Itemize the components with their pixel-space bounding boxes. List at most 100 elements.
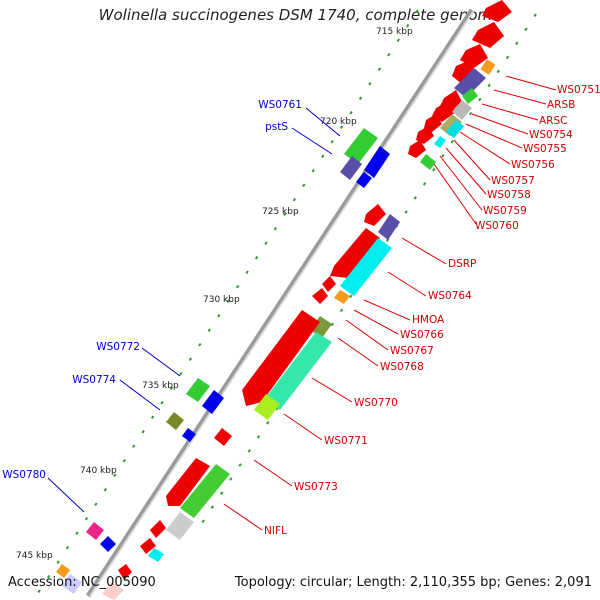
gene-box-purple xyxy=(340,156,362,180)
tick-mark xyxy=(387,52,391,57)
gene-arrow xyxy=(140,538,156,554)
gene-box-green xyxy=(462,88,478,104)
gene-box-green xyxy=(344,128,378,164)
tick-mark xyxy=(150,415,155,419)
tick-mark xyxy=(132,444,136,448)
ruler-ticks xyxy=(37,9,419,593)
tick-mark xyxy=(238,463,242,467)
gene-box-magenta xyxy=(86,522,104,540)
gene-arrow xyxy=(472,22,504,48)
tick-mark xyxy=(122,458,126,463)
gene-label: WS0780 xyxy=(2,469,46,481)
tick-mark xyxy=(65,545,70,550)
genome-title: Wolinella succinogenes DSM 1740, complet… xyxy=(98,6,502,24)
gene-label: WS0760 xyxy=(475,220,519,232)
gene-arrow xyxy=(214,428,232,446)
tick-mark xyxy=(226,299,230,303)
tick-mark xyxy=(321,154,325,158)
tick-mark xyxy=(84,516,89,521)
gene-box-blue xyxy=(182,428,196,442)
tick-mark xyxy=(349,294,353,299)
tick-mark xyxy=(406,23,410,28)
gene-arrow xyxy=(416,126,434,144)
tick-mark xyxy=(103,487,107,492)
tick-mark xyxy=(256,435,261,439)
ruler-label: 715 kbp xyxy=(376,27,413,37)
gene-arrow xyxy=(322,276,336,292)
gene-label: WS0767 xyxy=(390,345,434,357)
gene-label: WS0771 xyxy=(324,435,368,447)
gene-box-gray xyxy=(166,512,194,540)
gene-arrow xyxy=(364,204,386,226)
gene-box-green xyxy=(180,464,230,518)
tick-mark xyxy=(283,212,287,216)
tick-mark xyxy=(273,226,278,231)
topology-text: Topology: circular; Length: 2,110,355 bp… xyxy=(234,575,592,590)
gene-box-purple xyxy=(378,214,400,240)
tick-mark xyxy=(220,491,224,495)
tick-mark xyxy=(505,55,510,60)
tick-mark xyxy=(339,308,344,313)
ruler-label: 725 kbp xyxy=(262,207,299,217)
gene-label: WS0757 xyxy=(491,175,535,187)
gene-box-cyan xyxy=(434,136,446,148)
gene-arrow xyxy=(166,458,210,506)
genes-left xyxy=(56,128,390,594)
gene-arrow xyxy=(150,520,166,538)
gene-box-purple xyxy=(454,68,486,98)
gene-box-teal xyxy=(264,332,332,410)
tick-mark xyxy=(330,139,334,144)
gene-label: WS0755 xyxy=(523,143,567,155)
gene-label: HMOA xyxy=(412,314,445,326)
tick-mark xyxy=(247,449,251,453)
gene-label: WS0766 xyxy=(400,329,444,341)
tick-mark xyxy=(207,328,211,332)
ruler-label: 740 kbp xyxy=(80,466,117,476)
gene-box-olive xyxy=(440,114,462,136)
tick-mark xyxy=(349,110,353,115)
genes-right xyxy=(102,0,512,600)
gene-label: WS0774 xyxy=(72,374,116,386)
tick-mark xyxy=(292,197,296,202)
tick-mark xyxy=(487,83,491,88)
tick-mark xyxy=(404,210,408,214)
gene-label: pstS xyxy=(265,121,288,133)
gene-box-blue xyxy=(202,390,224,414)
gene-box-cyan xyxy=(340,238,392,296)
tick-mark xyxy=(201,519,205,523)
gene-box-pale-blue xyxy=(62,574,82,594)
gene-label: WS0768 xyxy=(380,361,424,373)
tick-mark xyxy=(368,81,372,86)
right-label-leaders xyxy=(223,75,557,531)
gene-box-green xyxy=(420,154,436,170)
gene-arrow xyxy=(432,100,456,122)
ruler-label: 720 kbp xyxy=(320,117,357,127)
gene-label: WS0761 xyxy=(258,99,302,111)
tick-mark xyxy=(396,38,400,42)
gene-label: NIFL xyxy=(264,525,287,537)
tick-mark xyxy=(450,139,454,144)
tick-mark xyxy=(141,429,145,434)
tick-mark xyxy=(254,255,259,260)
backbone xyxy=(85,8,475,598)
gene-box-green xyxy=(186,378,210,402)
tick-mark xyxy=(188,357,193,361)
tick-mark xyxy=(311,168,315,173)
gene-label: WS0751 xyxy=(557,84,600,96)
accession-text: Accession: NC_005090 xyxy=(8,575,156,590)
gene-box-cyan xyxy=(148,548,164,562)
gene-box-blue xyxy=(364,146,390,178)
tick-mark xyxy=(266,421,270,425)
tick-mark xyxy=(37,589,41,593)
gene-label: WS0764 xyxy=(428,290,472,302)
tick-mark xyxy=(478,97,482,102)
gene-box-orange xyxy=(56,564,70,578)
gene-label: WS0773 xyxy=(294,481,338,493)
tick-mark xyxy=(524,27,528,32)
tick-mark xyxy=(169,386,174,390)
tick-mark xyxy=(415,9,419,13)
tick-mark xyxy=(264,241,268,245)
gene-arrow xyxy=(118,564,132,580)
